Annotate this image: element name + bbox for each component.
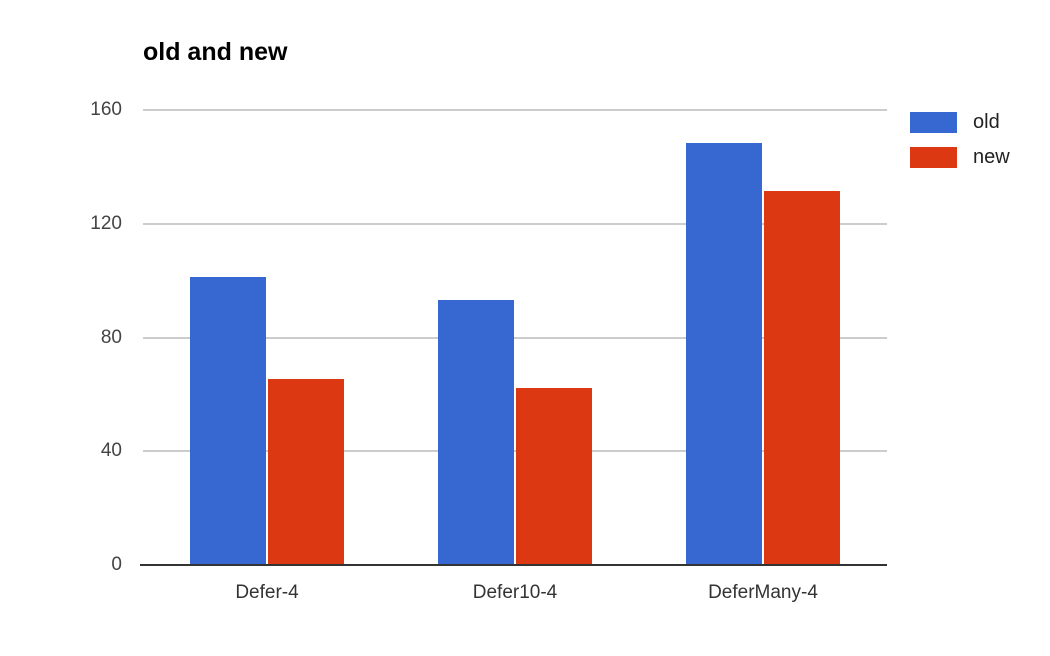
bar-new-Defer10-4 — [516, 387, 592, 564]
bar-old-Defer10-4 — [438, 299, 514, 564]
gridline-160 — [143, 109, 887, 111]
legend-label-old: old — [973, 111, 1000, 133]
bar-old-Defer-4 — [190, 276, 266, 564]
chart-title: old and new — [143, 38, 288, 66]
x-category-label-Defer10-4: Defer10-4 — [472, 582, 558, 603]
plot-area — [140, 109, 887, 566]
y-tick-label-0: 0 — [111, 554, 122, 575]
gridline-40 — [143, 450, 887, 453]
x-category-label-DeferMany-4: DeferMany-4 — [708, 582, 818, 603]
y-tick-label-160: 160 — [90, 99, 122, 120]
legend: old new — [910, 112, 1010, 182]
x-category-label-Defer-4: Defer-4 — [235, 582, 299, 603]
y-tick-label-120: 120 — [90, 212, 122, 234]
gridline-80 — [143, 336, 887, 339]
legend-swatch-new — [910, 147, 957, 168]
legend-swatch-old — [910, 112, 957, 133]
x-axis-baseline — [140, 564, 887, 566]
legend-label-new: new — [973, 146, 1010, 168]
legend-item-old: old — [910, 112, 1010, 133]
y-tick-label-80: 80 — [100, 326, 122, 348]
bar-new-Defer-4 — [268, 379, 344, 564]
legend-item-new: new — [910, 147, 1010, 168]
bar-new-DeferMany-4 — [764, 191, 840, 564]
y-tick-label-40: 40 — [100, 440, 122, 462]
gridline-120 — [143, 222, 887, 225]
bar-old-DeferMany-4 — [686, 143, 762, 564]
